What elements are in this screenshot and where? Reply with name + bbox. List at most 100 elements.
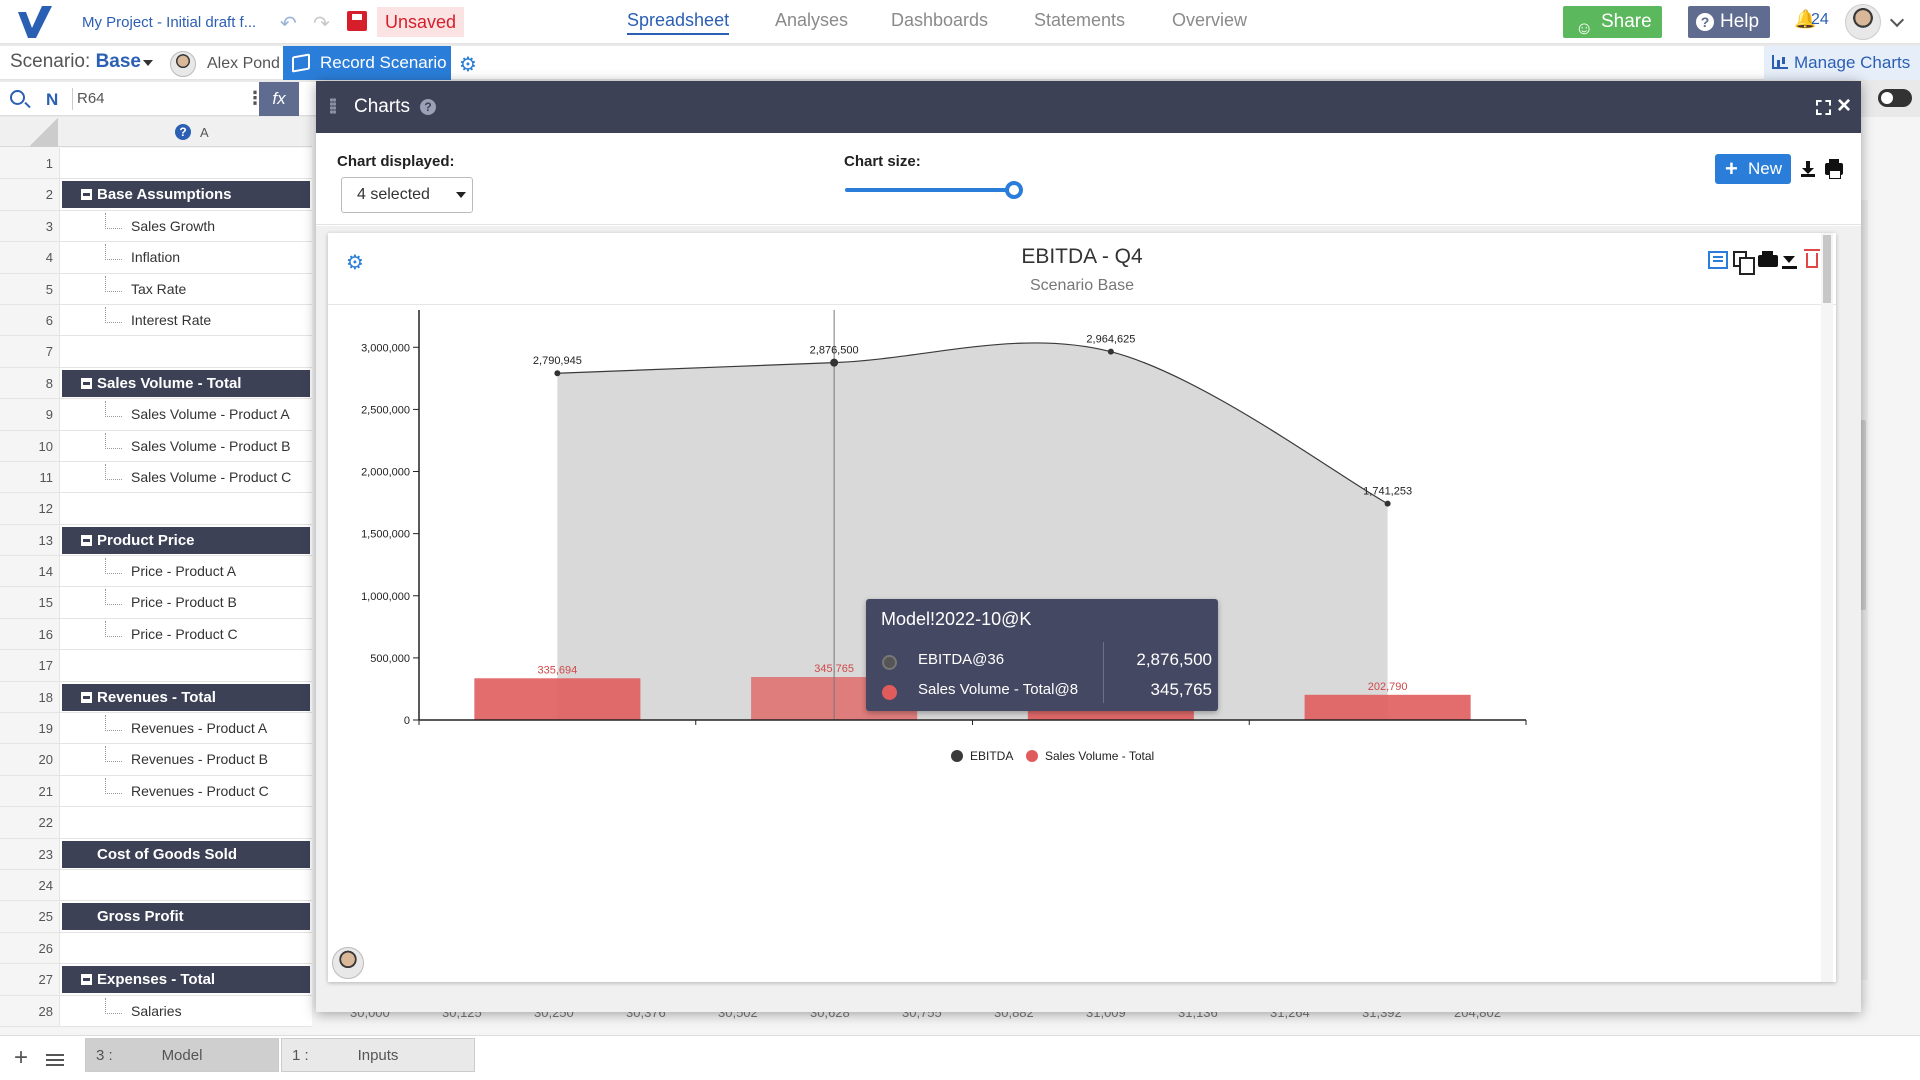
drag-handle-icon[interactable] — [330, 98, 336, 114]
table-row[interactable]: 20 Revenues - Product B — [0, 744, 312, 776]
manage-charts-button[interactable]: Manage Charts — [1764, 46, 1920, 80]
column-help-icon[interactable]: ? — [175, 124, 191, 140]
row-label-cell[interactable]: Inflation — [62, 244, 310, 271]
row-number[interactable]: 17 — [0, 650, 60, 681]
row-label-cell[interactable] — [62, 338, 310, 365]
expand-icon[interactable] — [1816, 100, 1831, 115]
row-label-cell[interactable]: Tax Rate — [62, 275, 310, 303]
app-logo[interactable] — [12, 4, 56, 40]
close-icon[interactable]: × — [1837, 92, 1852, 119]
row-label-cell[interactable]: Price - Product C — [62, 620, 310, 648]
nav-dashboards[interactable]: Dashboards — [891, 10, 989, 30]
row-label-cell[interactable]: Sales Growth — [62, 212, 310, 240]
row-label-cell[interactable] — [62, 872, 310, 899]
nav-statements[interactable]: Statements — [1034, 10, 1126, 30]
row-number[interactable]: 11 — [0, 461, 60, 493]
redo-icon[interactable]: ↷ — [313, 13, 330, 35]
row-label-cell[interactable]: Salaries — [62, 997, 310, 1025]
scenario-settings-gear-icon[interactable]: ⚙ — [459, 54, 477, 76]
table-row[interactable]: 24 — [0, 869, 312, 902]
row-label-cell[interactable]: Base Assumptions — [62, 181, 310, 209]
row-label-cell[interactable]: Expenses - Total — [62, 966, 310, 994]
table-row[interactable]: 28 Salaries — [0, 995, 312, 1027]
new-chart-button[interactable]: + New — [1715, 154, 1791, 184]
row-number[interactable]: 19 — [0, 713, 60, 744]
collapse-icon[interactable] — [81, 189, 92, 201]
row-number[interactable]: 28 — [0, 995, 60, 1026]
table-row[interactable]: 23 Cost of Goods Sold — [0, 838, 312, 870]
row-number[interactable]: 8 — [0, 367, 60, 399]
table-row[interactable]: 17 — [0, 650, 312, 682]
row-label-cell[interactable] — [62, 935, 310, 962]
row-label-cell[interactable]: Sales Volume - Total — [62, 369, 310, 397]
table-row[interactable]: 21 Revenues - Product C — [0, 775, 312, 808]
table-row[interactable]: 13 Product Price — [0, 524, 312, 557]
row-number[interactable]: 15 — [0, 587, 60, 618]
table-row[interactable]: 2 Base Assumptions — [0, 179, 312, 211]
table-row[interactable]: 27 Expenses - Total — [0, 964, 312, 996]
row-number[interactable]: 4 — [0, 242, 60, 273]
user-avatar[interactable] — [1845, 4, 1881, 40]
table-row[interactable]: 26 — [0, 932, 312, 965]
charts-help-icon[interactable]: ? — [420, 99, 436, 115]
row-number[interactable]: 3 — [0, 210, 60, 242]
row-number[interactable]: 16 — [0, 618, 60, 650]
share-button[interactable]: ☺ Share — [1563, 6, 1662, 38]
caret-down-icon[interactable] — [143, 60, 153, 66]
duplicate-icon[interactable] — [1733, 251, 1755, 275]
chart-card-scrollbar[interactable] — [1821, 233, 1833, 982]
tab-model[interactable]: 3 : Model — [85, 1038, 279, 1072]
nav-spreadsheet[interactable]: Spreadsheet — [627, 10, 730, 35]
trash-icon[interactable] — [1804, 249, 1820, 268]
chart-displayed-select[interactable]: 4 selected — [341, 177, 473, 213]
row-number[interactable]: 5 — [0, 273, 60, 304]
print-icon[interactable] — [1758, 251, 1778, 267]
row-label-cell[interactable]: Revenues - Product B — [62, 746, 310, 773]
collapse-icon[interactable] — [81, 534, 92, 546]
table-row[interactable]: 22 — [0, 807, 312, 839]
table-row[interactable]: 3 Sales Growth — [0, 210, 312, 243]
row-number[interactable]: 12 — [0, 493, 60, 524]
table-row[interactable]: 19 Revenues - Product A — [0, 713, 312, 745]
row-number[interactable]: 25 — [0, 901, 60, 932]
bell-icon[interactable]: 🔔 — [1794, 9, 1817, 29]
row-number[interactable]: 20 — [0, 744, 60, 775]
chart-size-slider-track[interactable] — [845, 188, 1013, 192]
cell-reference-input[interactable]: R64 — [72, 88, 248, 110]
row-label-cell[interactable]: Price - Product B — [62, 589, 310, 616]
collapse-icon[interactable] — [81, 691, 92, 703]
row-number[interactable]: 9 — [0, 399, 60, 430]
table-row[interactable]: 14 Price - Product A — [0, 556, 312, 588]
table-row[interactable]: 9 Sales Volume - Product A — [0, 399, 312, 431]
row-number[interactable]: 7 — [0, 336, 60, 367]
table-row[interactable]: 1? — [0, 148, 312, 180]
download-icon[interactable] — [1782, 251, 1797, 269]
row-number[interactable]: 13 — [0, 524, 60, 556]
scenario-selector[interactable]: Scenario: Base — [10, 51, 141, 73]
row-label-cell[interactable] — [62, 809, 310, 836]
tab-inputs[interactable]: 1 : Inputs — [281, 1038, 475, 1072]
table-row[interactable]: 10 Sales Volume - Product B — [0, 430, 312, 462]
row-label-cell[interactable]: Sales Volume - Product B — [62, 432, 310, 460]
grid-scroll-thumb[interactable] — [1856, 420, 1866, 610]
chart-size-slider-thumb[interactable] — [1005, 181, 1023, 199]
table-row[interactable]: 5 Tax Rate — [0, 273, 312, 305]
row-label-cell[interactable]: Product Price — [62, 526, 310, 554]
row-number[interactable]: 24 — [0, 869, 60, 901]
right-toggle-switch[interactable] — [1878, 89, 1912, 107]
row-label-cell[interactable] — [62, 652, 310, 679]
help-button[interactable]: ? Help — [1688, 6, 1770, 38]
row-number[interactable]: 22 — [0, 807, 60, 838]
row-number[interactable]: 10 — [0, 430, 60, 461]
row-label-cell[interactable]: Sales Volume - Product C — [62, 463, 310, 491]
row-label-cell[interactable]: Gross Profit — [62, 903, 310, 931]
table-row[interactable]: 11 Sales Volume - Product C — [0, 461, 312, 494]
table-row[interactable]: 18 Revenues - Total — [0, 681, 312, 714]
table-row[interactable]: 7 — [0, 336, 312, 368]
row-label-cell[interactable]: Interest Rate — [62, 306, 310, 334]
row-number[interactable]: 27 — [0, 964, 60, 995]
save-icon[interactable] — [347, 11, 367, 31]
row-number[interactable]: 21 — [0, 775, 60, 807]
row-label-cell[interactable] — [62, 150, 310, 177]
row-label-cell[interactable]: Revenues - Product C — [62, 777, 310, 805]
